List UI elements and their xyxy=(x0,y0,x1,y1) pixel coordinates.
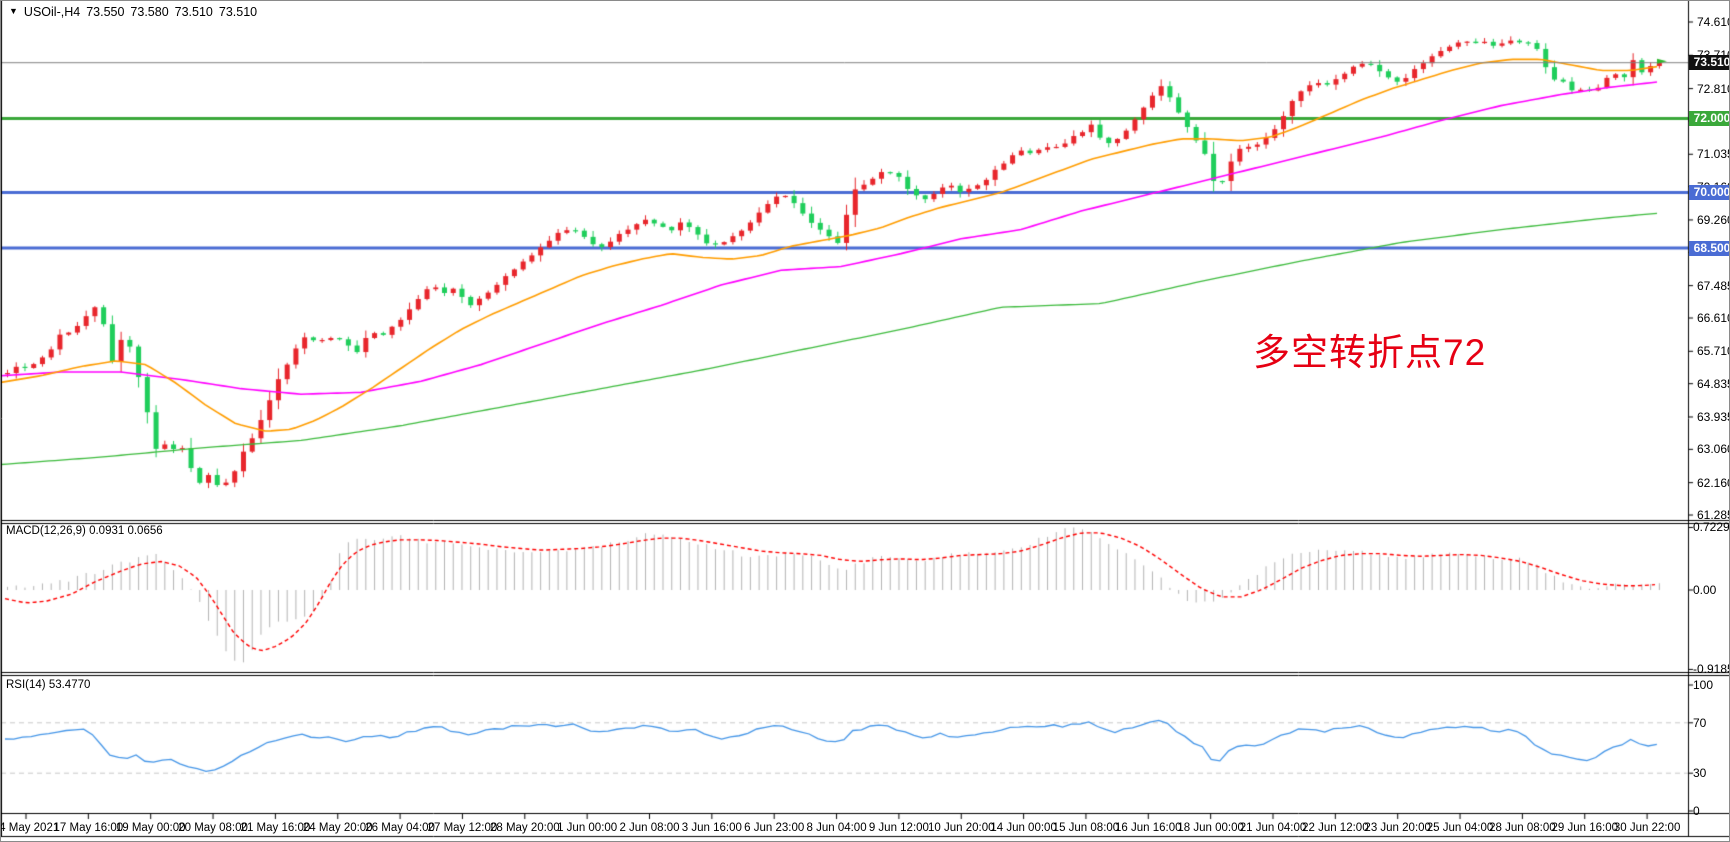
annotation-text[interactable]: 多空转折点72 xyxy=(1253,332,1487,373)
current-price-label[interactable]: 73.510 xyxy=(1689,55,1729,71)
price-tick-label: 69.260 xyxy=(1697,212,1729,227)
time-tick-label: 9 Jun 12:00 xyxy=(868,822,929,834)
time-tick-label: 20 May 08:00 xyxy=(178,822,248,834)
rsi-tick-label: 30 xyxy=(1693,766,1707,781)
time-tick-label: 25 Jun 04:00 xyxy=(1426,822,1494,834)
macd-tick-label: -0.9185 xyxy=(1693,662,1730,677)
time-tick-label: 17 May 16:00 xyxy=(53,822,124,834)
time-tick-label: 8 Jun 04:00 xyxy=(806,822,867,834)
time-tick-label: 1 Jun 00:00 xyxy=(557,822,618,834)
price-tick-label: 62.160 xyxy=(1697,475,1729,490)
time-tick-label: 3 Jun 16:00 xyxy=(681,822,742,834)
time-tick-label: 30 Jun 22:00 xyxy=(1613,822,1681,834)
time-tick-label: 18 Jun 00:00 xyxy=(1177,822,1244,834)
ohlc-open: 73.550 xyxy=(86,5,125,19)
time-tick-label: 28 Jun 08:00 xyxy=(1489,822,1556,834)
hline-68-label[interactable]: 68.500 xyxy=(1689,240,1729,256)
price-tick-label: 61.285 xyxy=(1697,508,1729,523)
ohlc-high: 73.580 xyxy=(130,5,169,19)
price-tick-label: 65.710 xyxy=(1697,344,1729,359)
rsi-tick-label: 0 xyxy=(1693,804,1700,818)
time-tick-label: 23 Jun 20:00 xyxy=(1364,822,1431,834)
time-tick-label: 29 Jun 16:00 xyxy=(1551,822,1619,834)
price-tick-label: 74.610 xyxy=(1697,15,1729,29)
time-tick-label: 21 May 16:00 xyxy=(240,822,311,834)
time-tick-label: 6 Jun 23:00 xyxy=(744,822,805,834)
rsi-tick-label: 100 xyxy=(1693,678,1714,692)
time-tick-label: 24 May 20:00 xyxy=(302,822,373,834)
time-tick-label: 27 May 12:00 xyxy=(427,822,498,834)
time-tick-label: 19 May 00:00 xyxy=(115,822,186,834)
rsi-indicator-label: RSI(14) 53.4770 xyxy=(6,679,91,691)
rsi-tick-label: 70 xyxy=(1693,715,1707,730)
time-tick-label: 21 Jun 04:00 xyxy=(1239,822,1307,834)
hline-72-label[interactable]: 72.000 xyxy=(1689,111,1729,127)
price-tick-label: 63.060 xyxy=(1697,442,1729,457)
macd-tick-label: 0.00 xyxy=(1693,583,1717,597)
symbol-header: ▼ USOil-,H4 73.550 73.580 73.510 73.510 xyxy=(9,5,257,19)
price-tick-label: 63.935 xyxy=(1697,409,1729,424)
price-tick-label: 71.035 xyxy=(1697,147,1729,162)
time-tick-label: 2 Jun 08:00 xyxy=(619,822,680,834)
time-tick-label: 10 Jun 20:00 xyxy=(927,822,995,834)
time-tick-label: 15 Jun 08:00 xyxy=(1052,822,1120,834)
time-tick-label: 16 Jun 16:00 xyxy=(1115,822,1182,834)
macd-indicator-label: MACD(12,26,9) 0.0931 0.0656 xyxy=(6,525,163,537)
time-tick-label: 26 May 04:00 xyxy=(365,822,435,834)
ohlc-close: 73.510 xyxy=(218,5,258,19)
symbol-label: USOil-,H4 xyxy=(23,5,81,19)
time-tick-label: 14 Jun 00:00 xyxy=(990,822,1057,834)
hline-70-label[interactable]: 70.000 xyxy=(1689,185,1729,201)
ohlc-low: 73.510 xyxy=(174,5,213,19)
price-tick-label: 66.610 xyxy=(1697,311,1729,325)
macd-tick-label: 0.7229 xyxy=(1693,520,1730,535)
time-tick-label: 28 May 20:00 xyxy=(489,822,560,834)
time-tick-label: 22 Jun 12:00 xyxy=(1302,822,1369,834)
time-tick-label: 14 May 2021 xyxy=(1,822,60,834)
price-tick-label: 64.835 xyxy=(1697,376,1729,391)
price-tick-label: 67.485 xyxy=(1697,278,1729,293)
chevron-down-icon[interactable]: ▼ xyxy=(9,6,18,16)
price-tick-label: 72.810 xyxy=(1697,81,1729,96)
